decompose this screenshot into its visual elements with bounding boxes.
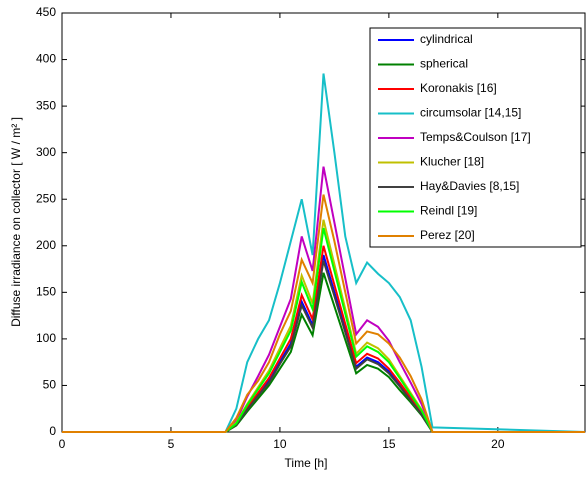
y-tick-label: 200 — [36, 238, 56, 252]
legend-label: spherical — [420, 57, 468, 71]
x-tick-label: 20 — [491, 437, 505, 451]
x-axis-label: Time [h] — [285, 456, 328, 470]
legend-label: Reindl [19] — [420, 204, 477, 218]
x-tick-label: 15 — [382, 437, 396, 451]
legend-label: circumsolar [14,15] — [420, 106, 521, 120]
legend-label: Perez [20] — [420, 228, 475, 242]
data-line — [62, 245, 585, 433]
data-line — [62, 260, 585, 433]
y-tick-label: 250 — [36, 191, 56, 205]
legend-label: Koronakis [16] — [420, 81, 497, 95]
y-tick-label: 100 — [36, 331, 56, 345]
x-tick-label: 10 — [273, 437, 287, 451]
y-tick-label: 150 — [36, 285, 56, 299]
legend-label: Klucher [18] — [420, 155, 484, 169]
legend-label: cylindrical — [420, 32, 473, 46]
legend-label: Hay&Davies [8,15] — [420, 179, 519, 193]
y-tick-label: 350 — [36, 98, 56, 112]
y-tick-label: 300 — [36, 145, 56, 159]
data-line — [62, 194, 585, 433]
x-tick-label: 0 — [59, 437, 66, 451]
legend-label: Temps&Coulson [17] — [420, 130, 531, 144]
y-tick-label: 0 — [49, 424, 56, 438]
data-line — [62, 73, 586, 433]
y-tick-label: 400 — [36, 52, 56, 66]
x-tick-label: 5 — [168, 437, 175, 451]
data-line — [62, 272, 585, 433]
y-tick-label: 50 — [43, 378, 57, 392]
data-line — [62, 227, 585, 433]
y-tick-label: 450 — [36, 5, 56, 19]
y-axis-label: Diffuse irradiance on collector [ W / m²… — [9, 117, 23, 327]
